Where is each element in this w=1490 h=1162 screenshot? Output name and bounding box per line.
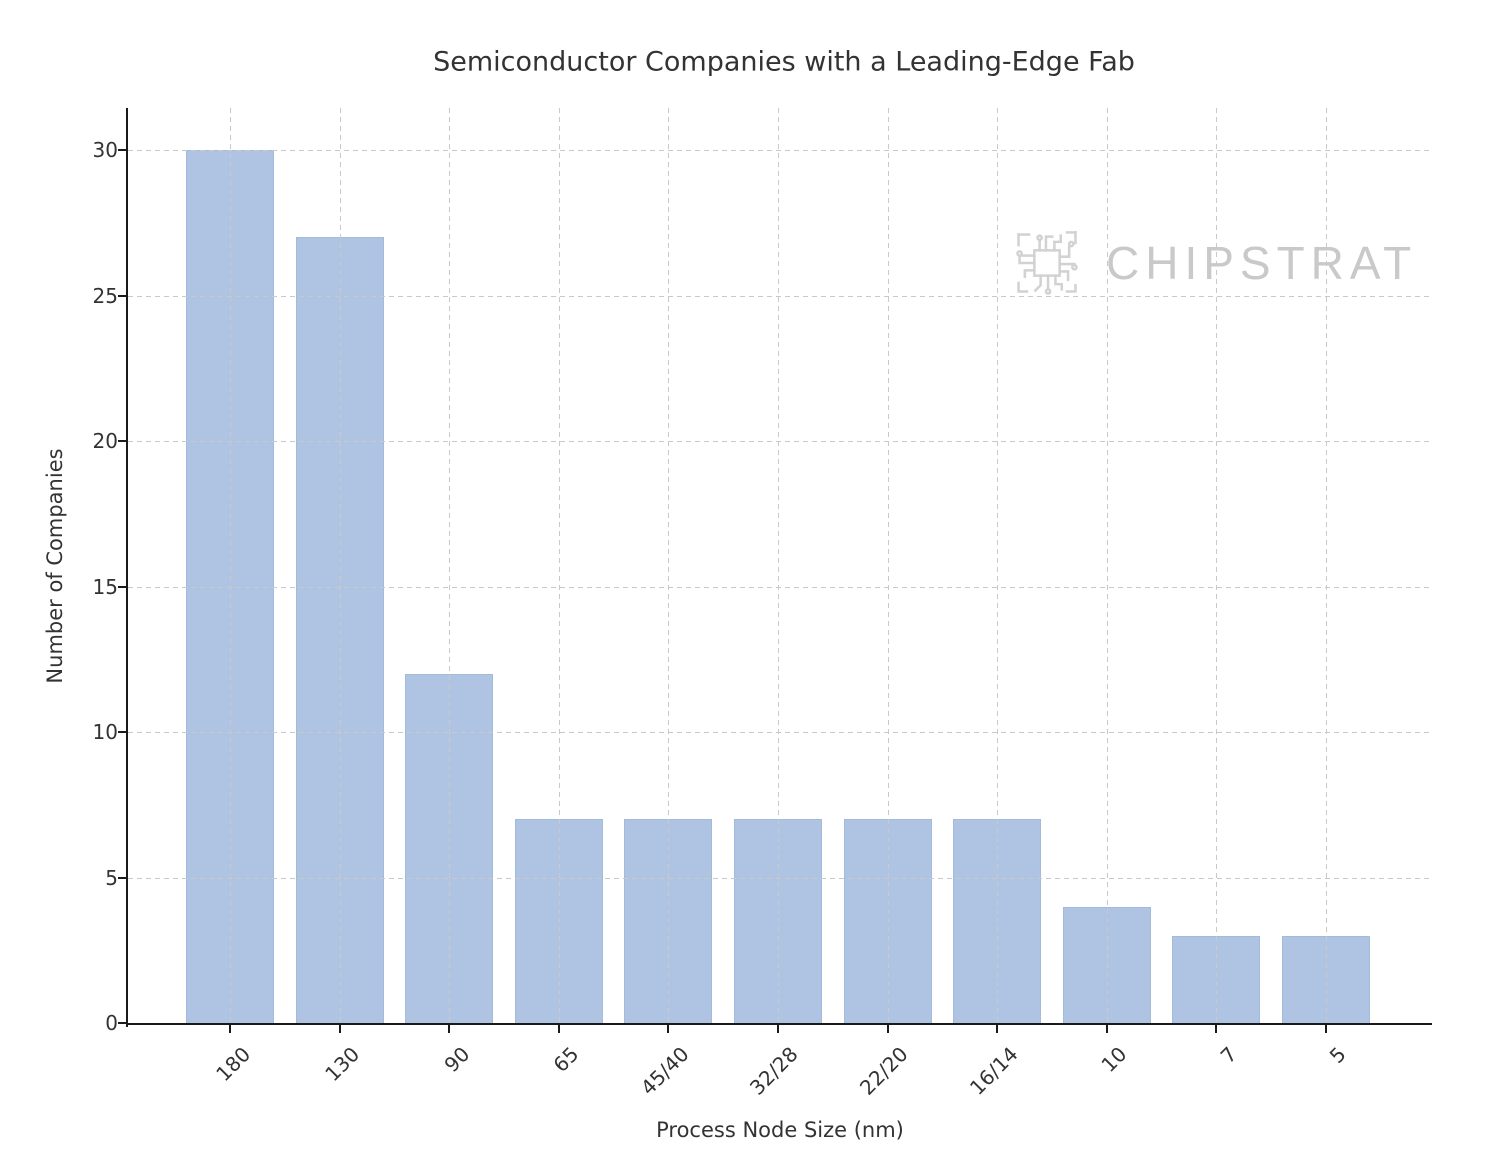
v-gridline xyxy=(1106,108,1108,1023)
x-tick-label: 5 xyxy=(1324,1042,1351,1068)
y-axis-spine xyxy=(126,108,128,1027)
y-tick-label: 5 xyxy=(105,865,118,890)
h-gridline xyxy=(128,441,1432,442)
v-gridline xyxy=(558,108,560,1023)
x-tick-label: 90 xyxy=(439,1042,475,1077)
chip-icon xyxy=(1016,231,1078,295)
v-gridline xyxy=(778,108,779,1023)
y-tick-mark xyxy=(118,731,126,733)
x-tick-mark xyxy=(1215,1025,1218,1033)
x-tick-mark xyxy=(1325,1025,1327,1033)
v-gridline xyxy=(1326,108,1327,1023)
x-tick-mark xyxy=(229,1025,231,1033)
y-tick-mark xyxy=(118,440,126,442)
x-tick-mark xyxy=(338,1025,341,1033)
y-tick-mark xyxy=(118,294,126,297)
h-gridline xyxy=(128,295,1432,297)
y-tick-mark xyxy=(118,876,126,879)
y-tick-label: 25 xyxy=(92,283,118,308)
chart-title: Semiconductor Companies with a Leading-E… xyxy=(433,46,1135,78)
x-axis-label: Process Node Size (nm) xyxy=(656,1118,904,1142)
h-gridline xyxy=(128,877,1432,879)
x-tick-mark xyxy=(557,1025,560,1033)
x-tick-mark xyxy=(667,1025,670,1033)
h-gridline xyxy=(128,732,1432,733)
y-tick-label: 10 xyxy=(92,720,118,744)
h-gridline xyxy=(128,586,1432,588)
y-tick-mark xyxy=(118,149,126,151)
x-tick-label: 180 xyxy=(210,1042,255,1086)
x-tick-label: 130 xyxy=(320,1042,365,1086)
x-tick-mark xyxy=(448,1025,451,1033)
v-gridline xyxy=(668,108,670,1023)
y-tick-mark xyxy=(118,1022,126,1024)
x-tick-label: 7 xyxy=(1215,1042,1242,1068)
v-gridline xyxy=(887,108,889,1023)
h-gridline xyxy=(128,150,1432,151)
x-tick-label: 32/28 xyxy=(745,1042,803,1100)
y-tick-label: 15 xyxy=(92,574,118,599)
x-axis-spine xyxy=(126,1023,1432,1025)
x-tick-mark xyxy=(886,1025,889,1033)
x-tick-label: 16/14 xyxy=(964,1042,1023,1100)
watermark: CHIPSTRAT xyxy=(1008,224,1417,302)
v-gridline xyxy=(230,108,231,1023)
x-tick-mark xyxy=(1105,1025,1108,1033)
watermark-text: CHIPSTRAT xyxy=(1106,237,1418,289)
y-axis-label: Number of Companies xyxy=(43,448,67,684)
v-gridline xyxy=(997,108,999,1023)
x-tick-mark xyxy=(996,1025,999,1033)
x-tick-label: 65 xyxy=(548,1042,584,1077)
plot-area: 0 5 10 15 20 25 30 180 130 90 65 45/40 32/28 22/20 16/… xyxy=(93,108,1432,1100)
x-tick-label: 22/20 xyxy=(854,1042,913,1100)
x-tick-label: 10 xyxy=(1096,1042,1132,1077)
y-tick-label: 20 xyxy=(92,429,118,453)
v-gridline xyxy=(1216,108,1218,1023)
y-tick-label: 0 xyxy=(105,1011,118,1035)
y-tick-label: 30 xyxy=(92,138,118,162)
x-tick-mark xyxy=(777,1025,779,1033)
v-gridline xyxy=(449,108,451,1023)
x-tick-label: 45/40 xyxy=(635,1042,694,1100)
v-gridline xyxy=(339,108,341,1023)
y-tick-mark xyxy=(118,585,126,588)
